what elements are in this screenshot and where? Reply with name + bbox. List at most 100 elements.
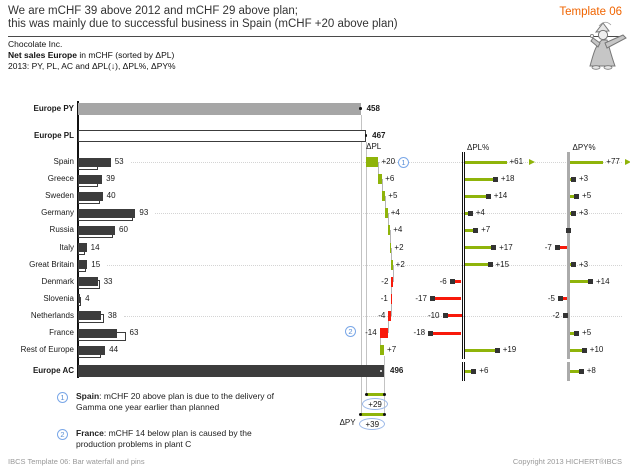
bracket-dpy-dot-left (359, 413, 363, 416)
category-axis (77, 101, 79, 378)
pin-value-dpy-pct-sweden: +5 (582, 191, 592, 201)
value-ac-netherlands: 38 (107, 310, 117, 320)
bar-ac-netherlands (78, 311, 102, 321)
pin-head-dpy-pct-france (574, 330, 580, 336)
chart-note-marker-1: 1 (398, 156, 409, 168)
footnote-1-text: Spain: mCHF 20 above plan is due to the … (76, 391, 284, 412)
waterfall-bar-greece (378, 174, 383, 185)
pin-head-dpy-pct-slovenia (557, 296, 563, 302)
waterfall-connector-2 (385, 196, 387, 214)
bracket-dpl-dot-right (382, 392, 386, 396)
bar-ac-russia (78, 225, 116, 235)
bar-ac-france (78, 328, 117, 338)
bracket-dpl (366, 392, 385, 396)
row-label-spain: Spain (53, 157, 74, 166)
label-europe-pl: Europe PL (33, 130, 74, 140)
pin-head-dpy-pct-great-britain (570, 262, 576, 268)
value-ac-italy: 14 (90, 242, 100, 252)
pin-head-dpl-pct-total (471, 368, 477, 374)
company-name: Chocolate Inc. (8, 39, 63, 49)
wizard-mascot-icon (589, 21, 627, 70)
footer-left: IBCS Template 06: Bar waterfall and pins (8, 457, 145, 466)
pin-head-dpy-pct-greece (570, 176, 576, 182)
bar-ac-italy (78, 243, 87, 252)
footnote-2-marker: 2 (57, 429, 68, 440)
pin-dpl-pct-great-britain (464, 263, 492, 267)
row-label-slovenia: Slovenia (43, 293, 74, 303)
pin-dpy-pct-spain (570, 160, 604, 164)
pin-head-dpl-pct-france (428, 330, 434, 336)
label-europe-py: Europe PY (33, 103, 74, 113)
page-title-line2: this was mainly due to successful busine… (8, 18, 398, 30)
pin-value-dpy-pct-greece: +3 (578, 174, 589, 184)
pin-dpl-pct-total (464, 369, 476, 373)
bracket-dpy-label: ΔPY (339, 418, 356, 427)
footnote-1-marker: 1 (57, 392, 68, 403)
value-ac-denmark: 33 (103, 276, 113, 286)
waterfall-bar-denmark (391, 276, 393, 287)
pin-head-dpl-pct-netherlands (442, 313, 448, 319)
waterfall-bar-france (379, 328, 389, 338)
bar-ac-spain (78, 157, 111, 167)
waterfall-value-sweden: +5 (388, 191, 398, 201)
bar-ac-denmark (78, 277, 99, 287)
waterfall-bar-netherlands (388, 310, 391, 321)
value-ac-germany: 93 (139, 208, 149, 218)
pin-dpy-pct-total (570, 369, 583, 373)
waterfall-connector-5 (391, 247, 393, 265)
label-europe-ac: Europe AC (32, 366, 74, 375)
waterfall-value-germany: +4 (390, 208, 400, 218)
footnote-2-text: France: mCHF 14 below plan is caused by … (76, 428, 284, 449)
bracket-dpl-dot-left (364, 392, 368, 396)
row-label-russia: Russia (49, 225, 74, 235)
footnote-1-body: : mCHF 20 above plan is due to the deliv… (76, 391, 274, 412)
value-europe-pl: 467 (372, 130, 386, 140)
row-label-france: France (49, 328, 74, 337)
pin-head-dpy-pct-netherlands (562, 313, 568, 319)
pin-dpl-pct-sweden (464, 194, 490, 198)
pin-head-dpy-pct-total (578, 368, 584, 374)
pin-value-dpy-pct-spain: +77 (606, 157, 620, 166)
pin-dpy-pct-italy (555, 246, 567, 249)
waterfall-bar-spain (366, 157, 379, 167)
value-ac-great-britain: 15 (91, 259, 101, 269)
row-label-netherlands: Netherlands (30, 310, 74, 320)
waterfall-bar-great-britain (391, 259, 393, 270)
waterfall-bar-italy (390, 242, 392, 253)
pin-value-dpy-pct-germany: +3 (578, 208, 589, 218)
bar-ac-slovenia (78, 294, 81, 304)
pin-dpy-pct-denmark (570, 280, 592, 284)
bar-ac-germany (78, 208, 136, 218)
pin-clip-arrow-dpl-pct-spain (528, 158, 535, 165)
pin-value-dpl-pct-germany: +4 (475, 208, 485, 218)
value-ac-sweden: 40 (106, 191, 116, 201)
waterfall-bar-sweden (382, 191, 386, 202)
title-separator (8, 36, 622, 37)
pin-value-dpl-pct-netherlands: -10 (427, 310, 440, 320)
chart-subtitle-measure: Net sales Europe (8, 50, 77, 60)
waterfall-value-russia: +4 (393, 225, 403, 235)
pin-dpl-pct-denmark (450, 280, 462, 284)
gridline-great-britain (107, 264, 622, 266)
value-ac-russia: 60 (119, 225, 128, 235)
bracket-dpl-value: +29 (362, 397, 389, 410)
waterfall-value-france: -14 (365, 328, 377, 337)
value-ac-spain: 53 (114, 157, 124, 166)
pin-value-dpy-pct-great-britain: +3 (578, 259, 589, 269)
waterfall-header: ΔPL (366, 142, 382, 151)
dpl-pct-axis (461, 151, 465, 359)
waterfall-value-slovenia: -1 (380, 293, 388, 303)
ref-line-pl-end (366, 141, 368, 394)
bracket-dpy-dot-right (382, 413, 386, 416)
pin-value-dpl-pct-rest-of-europe: +19 (502, 345, 517, 355)
pin-value-dpl-pct-france: -18 (413, 328, 426, 337)
waterfall-connector-4 (390, 230, 392, 248)
chart-note-marker-2: 2 (345, 325, 356, 337)
pin-head-dpl-pct-germany (467, 210, 473, 216)
value-europe-ac: 496 (390, 366, 404, 375)
bar-ac-sweden (78, 191, 103, 201)
pin-value-dpy-pct-slovenia: -5 (547, 293, 555, 303)
waterfall-connector-3 (387, 213, 389, 231)
chart-subtitle-unit: in mCHF (sorted by ΔPL) (76, 50, 175, 60)
